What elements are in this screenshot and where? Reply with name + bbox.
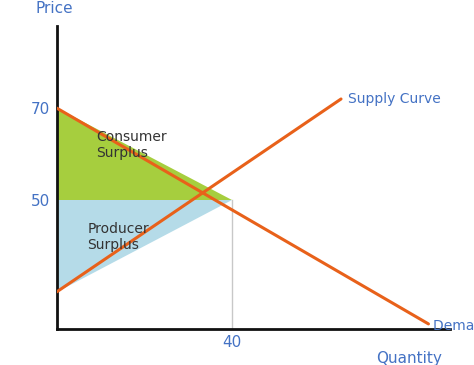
Text: Supply Curve: Supply Curve (347, 92, 440, 106)
Text: Consumer
Surplus: Consumer Surplus (96, 130, 167, 160)
Polygon shape (57, 108, 232, 200)
Text: Demand Curve: Demand Curve (433, 319, 474, 333)
Text: Quantity: Quantity (376, 351, 442, 365)
Text: Price: Price (35, 1, 73, 16)
Polygon shape (57, 200, 232, 292)
Text: Producer
Surplus: Producer Surplus (88, 222, 149, 252)
